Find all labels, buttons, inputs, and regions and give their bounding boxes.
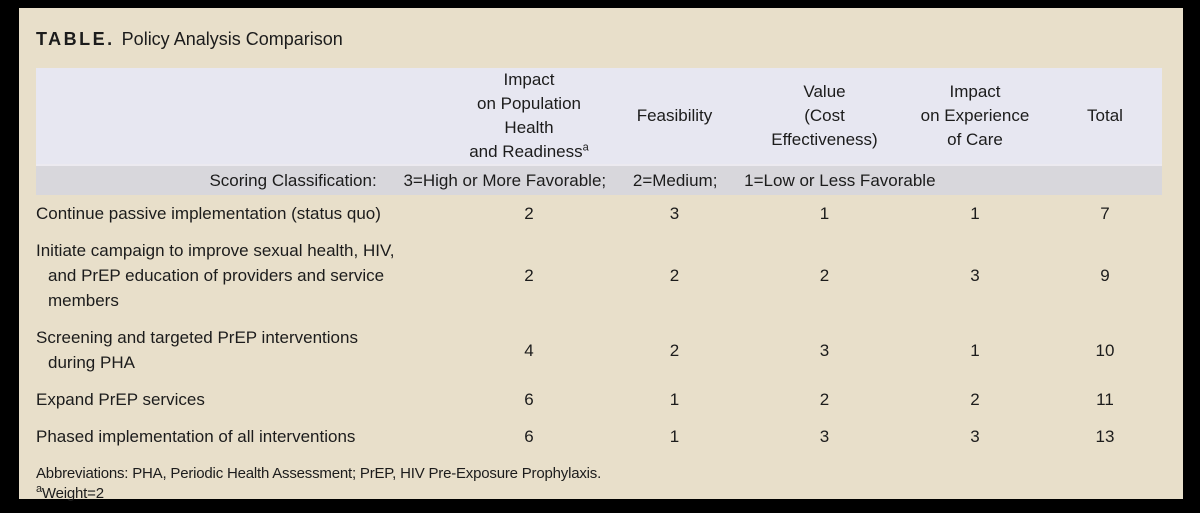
- row-label: Phased implementation of all interventio…: [36, 427, 356, 446]
- table-row-phased-implementation: Phased implementation of all interventio…: [36, 418, 1162, 455]
- cell-total: 10: [1095, 340, 1115, 360]
- cell-value: 6: [524, 390, 534, 409]
- cell-value: 2: [524, 266, 534, 285]
- header-value-cost-effectiveness: Value (Cost Effectiveness): [747, 68, 902, 165]
- cell-value: 3: [819, 427, 830, 446]
- cell-total: 11: [1096, 390, 1114, 409]
- header-feasibility: Feasibility: [602, 68, 747, 165]
- table-row-expand-prep: Expand PrEP services 6 1 2 2 11: [36, 381, 1162, 418]
- table-footnotes: Abbreviations: PHA, Periodic Health Asse…: [36, 464, 1183, 504]
- abbreviations-note: Abbreviations: PHA, Periodic Health Asse…: [36, 465, 602, 482]
- cell-value: 2: [669, 266, 680, 285]
- cell-value: 2: [669, 340, 680, 360]
- cell-value: 1: [819, 204, 830, 223]
- cell-value: 1: [970, 340, 980, 360]
- cell-value: 3: [970, 427, 980, 446]
- table-row-education-campaign: Initiate campaign to improve sexual heal…: [36, 232, 1162, 319]
- table-title: TABLE. Policy Analysis Comparison: [19, 8, 1183, 51]
- cell-total: 7: [1100, 204, 1110, 223]
- cell-value: 2: [524, 204, 534, 223]
- header-empty-cell: [36, 68, 456, 165]
- weight-footnote: aWeight=2: [36, 483, 104, 503]
- scoring-classification-cell: Scoring Classification: 3=High or More F…: [36, 164, 1162, 195]
- table-row-screening-pha: Screening and targeted PrEP intervention…: [36, 319, 1162, 381]
- cell-value: 4: [524, 340, 534, 360]
- table-title-label: TABLE.: [36, 29, 115, 49]
- cell-value: 3: [819, 340, 830, 360]
- table-title-text: Policy Analysis Comparison: [121, 29, 343, 49]
- cell-total: 9: [1100, 266, 1110, 285]
- cell-value: 1: [669, 390, 680, 409]
- scoring-classification-row: Scoring Classification: 3=High or More F…: [36, 164, 1162, 195]
- row-label: Screening and targeted PrEP intervention…: [36, 328, 358, 372]
- superscript-a: a: [582, 141, 589, 154]
- scoring-item-high: 3=High or More Favorable;: [403, 170, 607, 190]
- superscript-a: a: [36, 483, 42, 495]
- scoring-label: Scoring Classification:: [209, 170, 377, 190]
- header-impact-experience-of-care: Impact on Experience of Care: [902, 68, 1048, 165]
- cell-value: 3: [970, 266, 980, 285]
- row-label: Initiate campaign to improve sexual heal…: [36, 241, 395, 310]
- cell-total: 13: [1095, 427, 1115, 446]
- table-panel: TABLE. Policy Analysis Comparison Impact …: [19, 8, 1183, 502]
- cell-value: 1: [669, 427, 680, 446]
- header-row: Impact on Population Health and Readines…: [36, 68, 1162, 165]
- scoring-item-low: 1=Low or Less Favorable: [744, 170, 936, 190]
- cell-value: 6: [524, 427, 534, 446]
- cell-value: 2: [819, 266, 830, 285]
- header-total: Total: [1048, 68, 1162, 165]
- cell-value: 1: [970, 204, 980, 223]
- cell-value: 3: [669, 204, 680, 223]
- cell-value: 2: [819, 390, 830, 409]
- row-label: Continue passive implementation (status …: [36, 204, 381, 223]
- policy-analysis-table: Impact on Population Health and Readines…: [36, 68, 1162, 455]
- cell-value: 2: [970, 390, 980, 409]
- row-label: Expand PrEP services: [36, 390, 205, 409]
- table-row-status-quo: Continue passive implementation (status …: [36, 195, 1162, 232]
- header-impact-population-health: Impact on Population Health and Readines…: [456, 68, 602, 165]
- scoring-item-medium: 2=Medium;: [632, 170, 718, 190]
